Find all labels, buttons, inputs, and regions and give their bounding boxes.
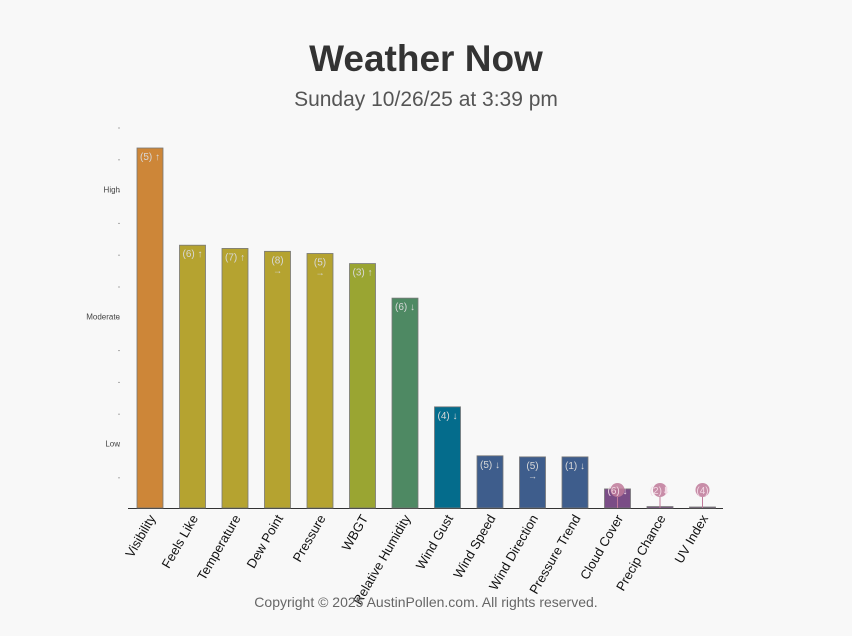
x-tick-label: Wind Speed — [450, 512, 498, 581]
data-label: (4) ↓ — [438, 411, 458, 422]
y-level-label: Low — [105, 440, 120, 449]
x-tick-label: Pressure — [290, 512, 329, 565]
bar — [476, 455, 504, 509]
data-label: (1) ↓ — [565, 461, 585, 472]
data-label: (6) ↓ — [395, 302, 415, 313]
data-label: (5) — [526, 461, 538, 472]
page-subtitle: Sunday 10/26/25 at 3:39 pm — [294, 88, 558, 111]
page-title: Weather Now — [309, 38, 543, 79]
data-label: (4) — [696, 486, 708, 497]
data-label: (5) ↑ — [140, 152, 160, 163]
bar — [136, 147, 164, 509]
x-tick-label: Wind Gust — [413, 512, 457, 572]
bar — [306, 253, 334, 509]
x-tick-label: WBGT — [339, 512, 372, 553]
bar — [264, 250, 291, 509]
data-label: (5) — [314, 257, 326, 268]
data-label-arrow: → — [528, 471, 537, 481]
bar — [434, 406, 461, 509]
data-label-bubble — [653, 483, 667, 497]
x-tick-label: Cloud Cover — [577, 511, 626, 582]
data-label: (3) ↑ — [353, 268, 373, 279]
data-label: (6) ↓ — [608, 486, 628, 497]
bar — [391, 297, 419, 509]
bar — [221, 248, 249, 509]
bar — [179, 244, 206, 509]
data-label-arrow: → — [316, 267, 325, 277]
data-label: (2)⬇ — [650, 486, 671, 497]
data-label-bubble — [610, 483, 625, 497]
copyright-footer: Copyright © 2025 AustinPollen.com. All r… — [254, 594, 598, 610]
bar — [349, 263, 376, 509]
data-label-arrow: → — [273, 265, 282, 275]
bar — [561, 456, 589, 509]
x-tick-label: Feels Like — [158, 512, 201, 571]
data-label: (5) ↓ — [480, 460, 500, 471]
data-label: (8) — [271, 255, 283, 266]
x-tick-label: Dew Point — [243, 512, 286, 571]
bar — [519, 456, 546, 509]
data-label: (6) ↑ — [183, 249, 203, 260]
x-tick-label: Temperature — [194, 512, 243, 583]
y-level-label: Moderate — [86, 312, 120, 321]
data-label: (7) ↑ — [225, 252, 245, 263]
y-level-label: High — [104, 185, 120, 194]
data-label-bubble — [695, 483, 710, 497]
x-tick-label: UV Index — [671, 512, 711, 566]
x-tick-label: Visibility — [122, 512, 159, 560]
